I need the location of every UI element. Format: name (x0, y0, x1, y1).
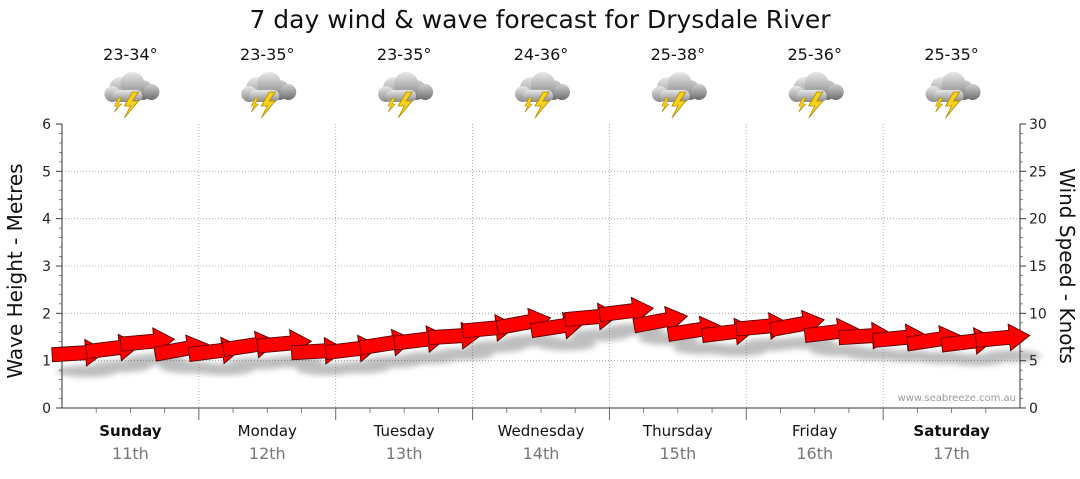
day-name-label: Thursday (642, 422, 713, 440)
right-tick-label: 10 (1029, 306, 1047, 322)
temperature-label: 23-34° (103, 45, 158, 64)
temperature-label: 25-35° (924, 45, 979, 64)
thunderstorm-icon (925, 72, 981, 119)
left-tick-label: 6 (42, 117, 51, 133)
day-date-label: 11th (112, 444, 149, 463)
left-tick-label: 2 (42, 306, 51, 322)
right-tick-label: 25 (1029, 164, 1047, 180)
wind-shadow (980, 349, 1041, 362)
right-tick-label: 15 (1029, 259, 1047, 275)
thunderstorm-icon (788, 72, 844, 119)
wind-shadow-group (57, 323, 1041, 378)
right-tick-label: 30 (1029, 117, 1047, 133)
day-date-label: 16th (796, 444, 833, 463)
temperature-label: 25-38° (651, 45, 706, 64)
day-date-label: 12th (249, 444, 286, 463)
right-tick-label: 20 (1029, 212, 1047, 228)
day-name-label: Friday (792, 422, 838, 440)
day-date-label: 17th (933, 444, 970, 463)
temperature-label: 23-35° (240, 45, 295, 64)
wind-arrows-group (51, 296, 1031, 367)
left-tick-label: 1 (42, 354, 51, 370)
left-tick-label: 5 (42, 164, 51, 180)
watermark-text: www.seabreeze.com.au (898, 393, 1016, 404)
temperature-label: 25-36° (787, 45, 842, 64)
temperature-label: 23-35° (377, 45, 432, 64)
wind-shadow (536, 338, 597, 351)
thunderstorm-icon (241, 72, 297, 119)
day-date-label: 13th (386, 444, 423, 463)
chart-title: 7 day wind & wave forecast for Drysdale … (249, 5, 831, 34)
temperature-label: 24-36° (514, 45, 569, 64)
right-axis-label: Wind Speed - Knots (1055, 168, 1079, 364)
left-tick-label: 0 (42, 401, 51, 417)
thunderstorm-icon (651, 72, 707, 119)
thunderstorm-icon (378, 72, 434, 119)
day-date-label: 14th (523, 444, 560, 463)
right-tick-label: 5 (1029, 354, 1038, 370)
day-name-label: Tuesday (373, 422, 435, 440)
wind-arrow (974, 323, 1031, 352)
day-date-label: 15th (659, 444, 696, 463)
thunderstorm-icon (104, 72, 160, 119)
left-tick-label: 3 (42, 259, 51, 275)
right-tick-label: 0 (1029, 401, 1038, 417)
left-axis-label: Wave Height - Metres (3, 163, 27, 378)
day-name-label: Wednesday (498, 422, 585, 440)
thunderstorm-icon (515, 72, 570, 119)
left-tick-label: 4 (42, 212, 51, 228)
day-name-label: Sunday (99, 422, 162, 440)
day-name-label: Saturday (913, 422, 990, 440)
day-name-label: Monday (238, 422, 297, 440)
